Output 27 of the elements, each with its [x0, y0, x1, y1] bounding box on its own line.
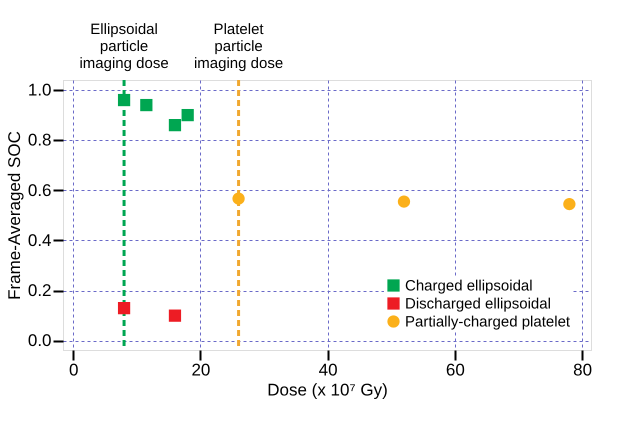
y-tick-label: 0.2	[28, 281, 52, 300]
legend-label: Discharged ellipsoidal	[405, 296, 551, 312]
point	[118, 302, 130, 314]
x-axis-title: Dose (x 10⁷ Gy)	[267, 380, 388, 400]
x-tick-label: 20	[191, 360, 210, 380]
legend-label: Partially-charged platelet	[405, 314, 571, 330]
point	[118, 94, 130, 106]
ref-line-label: Platelet particle imaging dose	[194, 21, 284, 72]
point	[140, 98, 152, 112]
y-tick-label: 0.0	[28, 331, 52, 350]
y-axis-title: Frame-Averaged SOC	[4, 131, 24, 300]
x-tick-label: 60	[446, 360, 465, 380]
x-tick-label: 0	[68, 360, 78, 380]
y-tick-label: 0.4	[28, 230, 52, 250]
y-tick-label: 0.6	[28, 180, 52, 200]
y-tick-label: 0.8	[28, 130, 52, 150]
point	[563, 198, 576, 210]
point	[168, 310, 182, 322]
legend-label: Charged ellipsoidal	[405, 278, 533, 294]
x-tick-label: 40	[318, 360, 338, 380]
point	[232, 192, 245, 205]
x-tick-label: 80	[573, 360, 592, 380]
point	[182, 108, 194, 122]
point	[168, 119, 182, 132]
point	[398, 195, 410, 208]
ref-line-label: Ellipsoidal particle imaging dose	[79, 21, 169, 72]
y-tick-label: 1.0	[28, 80, 52, 100]
